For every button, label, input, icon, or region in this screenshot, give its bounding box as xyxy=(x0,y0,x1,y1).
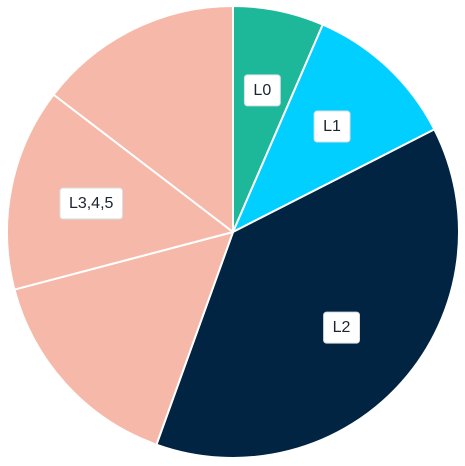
pie-label-l0: L0 xyxy=(243,74,281,107)
pie-label-l2: L2 xyxy=(323,311,361,344)
pie-label-l3b: L3,4,5 xyxy=(59,187,124,220)
pie-slice-l3a xyxy=(13,231,234,446)
pie-label-box xyxy=(243,74,281,107)
pie-label-l1: L1 xyxy=(313,110,351,143)
pie-slice-l3c xyxy=(52,5,234,233)
pie-label-box xyxy=(323,311,361,344)
pie-labels: L0 L1 L2 L3,4,5 xyxy=(59,74,361,344)
pie-label-box xyxy=(59,187,124,220)
pie-label-text: L1 xyxy=(323,118,341,135)
pie-label-text: L2 xyxy=(333,319,351,336)
pie-slices xyxy=(6,5,460,459)
pie-label-box xyxy=(313,110,351,143)
pie-label-text: L0 xyxy=(253,82,271,99)
pie-label-text: L3,4,5 xyxy=(69,195,114,212)
pie-slice-l2 xyxy=(155,128,460,459)
